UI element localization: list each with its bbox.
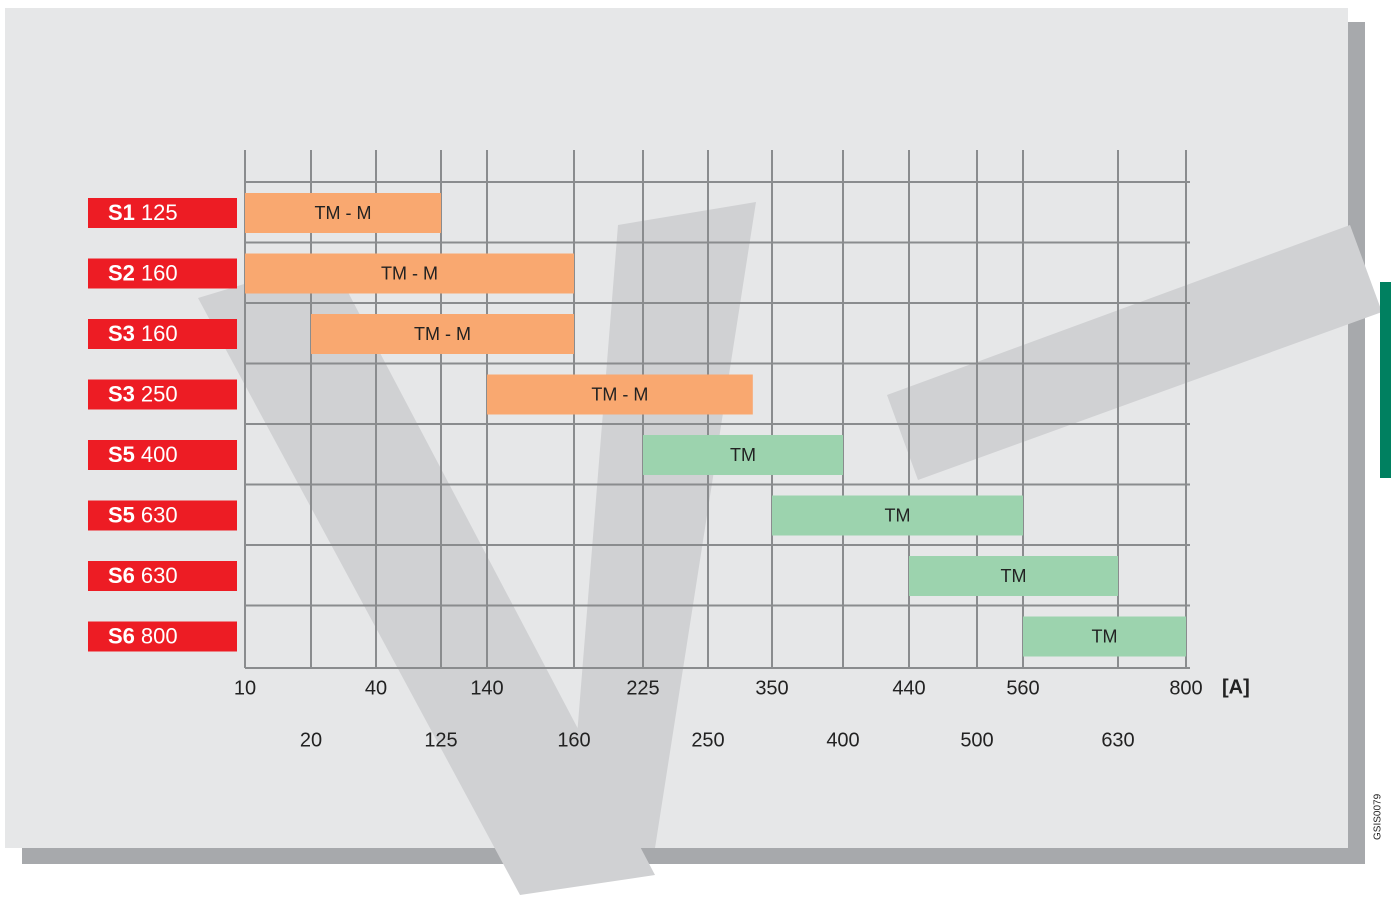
decor	[198, 258, 655, 895]
row-badge	[88, 198, 237, 228]
bar-label: TM	[1092, 626, 1118, 646]
row-badge	[88, 319, 237, 349]
bar-label: TM - M	[315, 203, 372, 223]
code: GSIS0079	[1373, 793, 1384, 840]
bar	[245, 253, 574, 294]
bar	[772, 495, 1023, 536]
size: 630	[141, 502, 178, 527]
frame: S6	[108, 623, 135, 648]
bar-label: TM - M	[381, 263, 438, 283]
x-tick-label: 630	[1101, 729, 1134, 751]
frame: S2	[108, 260, 135, 285]
row-label: S2 160	[108, 260, 178, 285]
bar-label: TM	[885, 505, 911, 525]
row-badge	[88, 440, 237, 470]
x-tick-label: 10	[234, 677, 256, 699]
x-tick-label: 225	[626, 677, 659, 699]
row-badge	[88, 500, 237, 531]
x-tick-label: 20	[300, 729, 322, 751]
bar-label: TM - M	[591, 384, 648, 404]
frame: S5	[108, 442, 135, 467]
x-unit: [A]	[1222, 676, 1250, 698]
row-label: S6 630	[108, 563, 178, 588]
x-tick-label: 140	[470, 677, 503, 699]
decor	[887, 225, 1382, 480]
x-tick-label: 400	[826, 729, 859, 751]
size: 160	[141, 321, 178, 346]
x-tick-label: 40	[365, 677, 387, 699]
bar	[1023, 616, 1186, 657]
row-badge	[88, 379, 237, 410]
row-badge	[88, 561, 237, 591]
bar-label: TM	[1001, 566, 1027, 586]
frame: S3	[108, 321, 135, 346]
bar	[909, 556, 1118, 596]
row-badge	[88, 621, 237, 652]
frame: S5	[108, 502, 135, 527]
bar	[643, 435, 843, 475]
size: 800	[141, 623, 178, 648]
row-label: S1 125	[108, 200, 178, 225]
row-label: S5 400	[108, 442, 178, 467]
bar-label: TM	[730, 445, 756, 465]
bar	[487, 374, 753, 415]
size: 160	[141, 260, 178, 285]
bar	[311, 314, 574, 354]
x-tick-label: 440	[892, 677, 925, 699]
frame: S6	[108, 563, 135, 588]
row-label: S3 160	[108, 321, 178, 346]
x-tick-label: 125	[424, 729, 457, 751]
x-tick-label: 250	[691, 729, 724, 751]
row-label: S3 250	[108, 381, 178, 406]
x-tick-label: 350	[755, 677, 788, 699]
row-label: S6 800	[108, 623, 178, 648]
side-tab	[1380, 282, 1391, 478]
x-tick-label: 800	[1169, 677, 1202, 699]
frame: S3	[108, 381, 135, 406]
size: 400	[141, 442, 178, 467]
row-label: S5 630	[108, 502, 178, 527]
x-tick-label: 160	[557, 729, 590, 751]
bar-label: TM - M	[414, 324, 471, 344]
size: 125	[141, 200, 178, 225]
size: 630	[141, 563, 178, 588]
x-tick-label: 560	[1006, 677, 1039, 699]
x-tick-label: 500	[960, 729, 993, 751]
size: 250	[141, 381, 178, 406]
bar	[245, 193, 441, 233]
row-badge	[88, 258, 237, 289]
frame: S1	[108, 200, 135, 225]
